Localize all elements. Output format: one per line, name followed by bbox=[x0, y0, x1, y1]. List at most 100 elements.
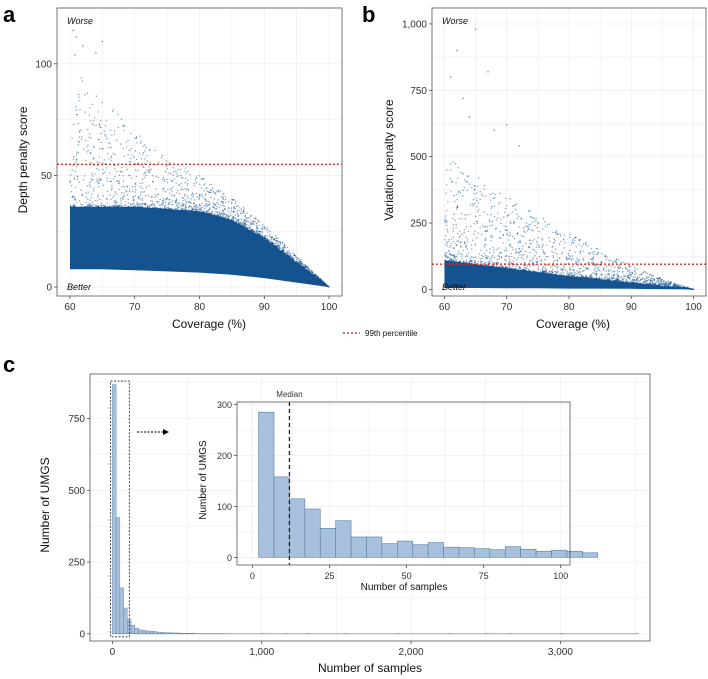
data-point bbox=[583, 276, 585, 279]
data-point bbox=[453, 254, 455, 256]
data-point bbox=[255, 231, 258, 233]
data-point bbox=[227, 210, 229, 213]
data-point bbox=[151, 200, 154, 203]
data-point bbox=[98, 169, 100, 171]
data-point bbox=[571, 239, 574, 241]
data-point bbox=[200, 209, 202, 211]
data-point bbox=[120, 200, 122, 202]
data-point bbox=[196, 204, 198, 206]
data-point bbox=[452, 161, 454, 163]
data-point bbox=[216, 207, 218, 210]
data-point bbox=[661, 279, 664, 281]
data-point bbox=[271, 241, 273, 243]
data-point bbox=[274, 237, 276, 240]
data-point bbox=[170, 189, 172, 191]
data-point bbox=[80, 203, 82, 205]
data-point bbox=[579, 252, 582, 254]
data-point bbox=[179, 205, 181, 207]
data-point bbox=[605, 278, 607, 281]
data-point bbox=[572, 265, 574, 268]
data-point bbox=[274, 242, 277, 244]
data-point bbox=[626, 270, 629, 273]
data-point bbox=[453, 256, 455, 258]
data-point bbox=[257, 219, 259, 221]
data-point bbox=[311, 271, 314, 274]
data-point bbox=[453, 236, 455, 238]
data-point bbox=[552, 245, 554, 247]
data-point bbox=[99, 126, 101, 128]
data-point bbox=[608, 259, 610, 261]
data-point bbox=[485, 195, 487, 197]
outlier-point bbox=[474, 28, 477, 31]
data-point bbox=[662, 285, 664, 287]
x-tick-label: 0 bbox=[110, 647, 116, 658]
data-point bbox=[270, 238, 272, 241]
data-point bbox=[465, 244, 468, 247]
data-point bbox=[207, 210, 210, 212]
data-point bbox=[458, 250, 460, 253]
data-point bbox=[680, 287, 683, 289]
data-point bbox=[500, 222, 502, 225]
data-point bbox=[144, 144, 146, 146]
data-point bbox=[508, 261, 511, 264]
data-point bbox=[445, 192, 447, 194]
data-point bbox=[298, 257, 300, 260]
data-point bbox=[496, 217, 498, 219]
data-point bbox=[542, 269, 544, 271]
data-point bbox=[516, 232, 519, 234]
data-point bbox=[286, 246, 289, 249]
data-point bbox=[491, 220, 494, 223]
data-point bbox=[626, 275, 629, 277]
data-point bbox=[592, 251, 594, 253]
data-point bbox=[630, 275, 632, 278]
data-point bbox=[219, 212, 221, 214]
data-point bbox=[90, 197, 92, 199]
data-point bbox=[213, 192, 215, 194]
data-point bbox=[131, 190, 134, 192]
data-point bbox=[98, 161, 100, 164]
data-point bbox=[245, 221, 247, 223]
data-point bbox=[177, 206, 179, 208]
data-point bbox=[573, 270, 575, 272]
data-point bbox=[152, 180, 154, 183]
data-point bbox=[577, 261, 580, 263]
x-tick-label: 0 bbox=[250, 571, 255, 581]
data-point bbox=[660, 282, 662, 284]
data-point bbox=[245, 217, 247, 219]
histogram-bar bbox=[130, 625, 135, 635]
data-point bbox=[538, 245, 540, 247]
data-point bbox=[512, 265, 514, 267]
data-point bbox=[634, 270, 636, 273]
data-point bbox=[140, 194, 142, 196]
data-point bbox=[263, 226, 266, 228]
data-point bbox=[605, 270, 608, 272]
data-point bbox=[77, 122, 79, 125]
data-point bbox=[221, 213, 223, 215]
data-point bbox=[457, 240, 460, 242]
data-point bbox=[651, 282, 654, 284]
data-point bbox=[635, 282, 638, 284]
data-point bbox=[578, 244, 580, 246]
data-point bbox=[187, 182, 189, 185]
data-point bbox=[634, 279, 636, 281]
data-point bbox=[157, 201, 159, 204]
data-point bbox=[100, 141, 102, 144]
y-tick-label: 0 bbox=[79, 629, 85, 640]
outlier-point bbox=[82, 45, 84, 47]
data-point bbox=[150, 168, 152, 170]
data-point bbox=[567, 252, 569, 255]
data-point bbox=[566, 272, 568, 274]
data-point bbox=[535, 220, 537, 222]
data-point bbox=[504, 258, 506, 261]
data-point bbox=[597, 268, 599, 270]
x-tick-label: 70 bbox=[129, 302, 141, 313]
data-point bbox=[562, 272, 565, 274]
data-point bbox=[513, 237, 515, 240]
data-point bbox=[95, 124, 97, 127]
panel-b-ylabel: Variation penalty score bbox=[382, 99, 396, 221]
outlier-point bbox=[456, 49, 458, 52]
data-point bbox=[446, 256, 448, 258]
data-point bbox=[498, 256, 501, 258]
data-point bbox=[167, 208, 170, 210]
data-point bbox=[518, 248, 520, 250]
